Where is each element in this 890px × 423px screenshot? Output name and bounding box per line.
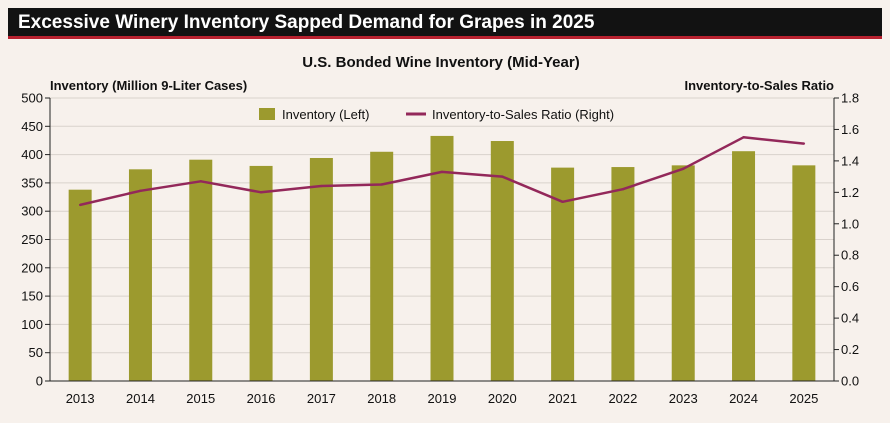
y-tick-label-right: 0.2 (841, 342, 859, 357)
ratio-point-2015 (199, 180, 202, 183)
legend-bar-label: Inventory (Left) (282, 107, 369, 122)
x-tick-label-2022: 2022 (608, 391, 637, 406)
bar-series (68, 135, 816, 381)
legend-line-label: Inventory-to-Sales Ratio (Right) (432, 107, 614, 122)
x-tick-label-2021: 2021 (548, 391, 577, 406)
ratio-point-2017 (320, 184, 323, 188)
x-tick-label-2018: 2018 (367, 391, 396, 406)
x-tick-label-2019: 2019 (428, 391, 457, 406)
bar-2013 (68, 189, 92, 381)
ratio-point-2018 (380, 183, 383, 186)
y-tick-label-right: 0.4 (841, 311, 859, 326)
y-axis-right-label: Inventory-to-Sales Ratio (684, 78, 834, 93)
y-tick-label-right: 0.8 (841, 248, 859, 263)
y-tick-label-right: 0.6 (841, 279, 859, 294)
y-tick-label-right: 1.4 (841, 153, 859, 168)
bar-2019 (430, 135, 454, 381)
chart-title: U.S. Bonded Wine Inventory (Mid-Year) (302, 54, 579, 71)
legend-bar-swatch (259, 108, 275, 120)
y-ticks-left: 0 50 100 150 200 250 300 350 400 450 500 (21, 91, 50, 389)
ratio-point-2021 (561, 200, 564, 203)
x-tick-label-2013: 2013 (66, 391, 95, 406)
x-tick-label-2023: 2023 (669, 391, 698, 406)
bar-2023 (671, 165, 695, 381)
bar-2017 (309, 157, 333, 381)
y-tick-label-right: 1.6 (841, 122, 859, 137)
title-banner: Excessive Winery Inventory Sapped Demand… (8, 8, 882, 39)
ratio-point-2024 (742, 136, 745, 139)
bar-2024 (732, 151, 756, 381)
bar-2022 (611, 167, 635, 381)
ratio-point-2016 (259, 191, 263, 194)
y-tick-label-left: 500 (21, 91, 43, 106)
bar-2021 (551, 167, 575, 381)
legend: Inventory (Left) Inventory-to-Sales Rati… (259, 107, 614, 122)
x-tick-label-2015: 2015 (186, 391, 215, 406)
ratio-point-2022 (621, 187, 625, 191)
x-tick-label-2025: 2025 (789, 391, 818, 406)
y-tick-label-left: 100 (21, 317, 43, 332)
y-tick-label-right: 0.0 (841, 374, 859, 389)
y-tick-label-right: 1.2 (841, 185, 859, 200)
bar-2018 (370, 151, 394, 381)
x-ticks: 2013 2014 2015 2016 2017 2018 2019 2020 2021 2022… (66, 391, 819, 406)
y-tick-label-right: 1.8 (841, 91, 859, 106)
y-tick-label-left: 300 (21, 204, 43, 219)
ratio-point-2023 (682, 167, 685, 170)
bar-2015 (189, 159, 213, 381)
y-tick-label-right: 1.0 (841, 216, 859, 231)
y-tick-label-left: 450 (21, 119, 43, 134)
bar-2020 (490, 141, 514, 381)
ratio-series (78, 136, 806, 207)
x-tick-label-2024: 2024 (729, 391, 758, 406)
ratio-point-2013 (78, 203, 82, 207)
ratio-point-2025 (802, 142, 806, 145)
y-tick-label-left: 150 (21, 289, 43, 304)
bar-2014 (128, 169, 152, 381)
ratio-point-2020 (501, 175, 504, 178)
ratio-point-2019 (440, 170, 444, 174)
y-tick-label-left: 200 (21, 260, 43, 275)
ratio-point-2014 (139, 189, 142, 192)
y-axis-left-label: Inventory (Million 9-Liter Cases) (50, 78, 247, 93)
y-tick-label-left: 350 (21, 175, 43, 190)
x-tick-label-2020: 2020 (488, 391, 517, 406)
bar-2025 (792, 165, 816, 381)
bar-2016 (249, 165, 273, 381)
x-tick-label-2016: 2016 (247, 391, 276, 406)
x-tick-label-2017: 2017 (307, 391, 336, 406)
y-tick-label-left: 250 (21, 232, 43, 247)
y-tick-label-left: 400 (21, 147, 43, 162)
banner-title: Excessive Winery Inventory Sapped Demand… (18, 12, 595, 33)
y-tick-label-left: 50 (29, 345, 43, 360)
y-tick-label-left: 0 (36, 374, 43, 389)
y-ticks-right: 0.0 0.2 0.4 0.6 0.8 1.0 1.2 1.4 1.6 1.8 (834, 91, 859, 389)
x-tick-label-2014: 2014 (126, 391, 155, 406)
